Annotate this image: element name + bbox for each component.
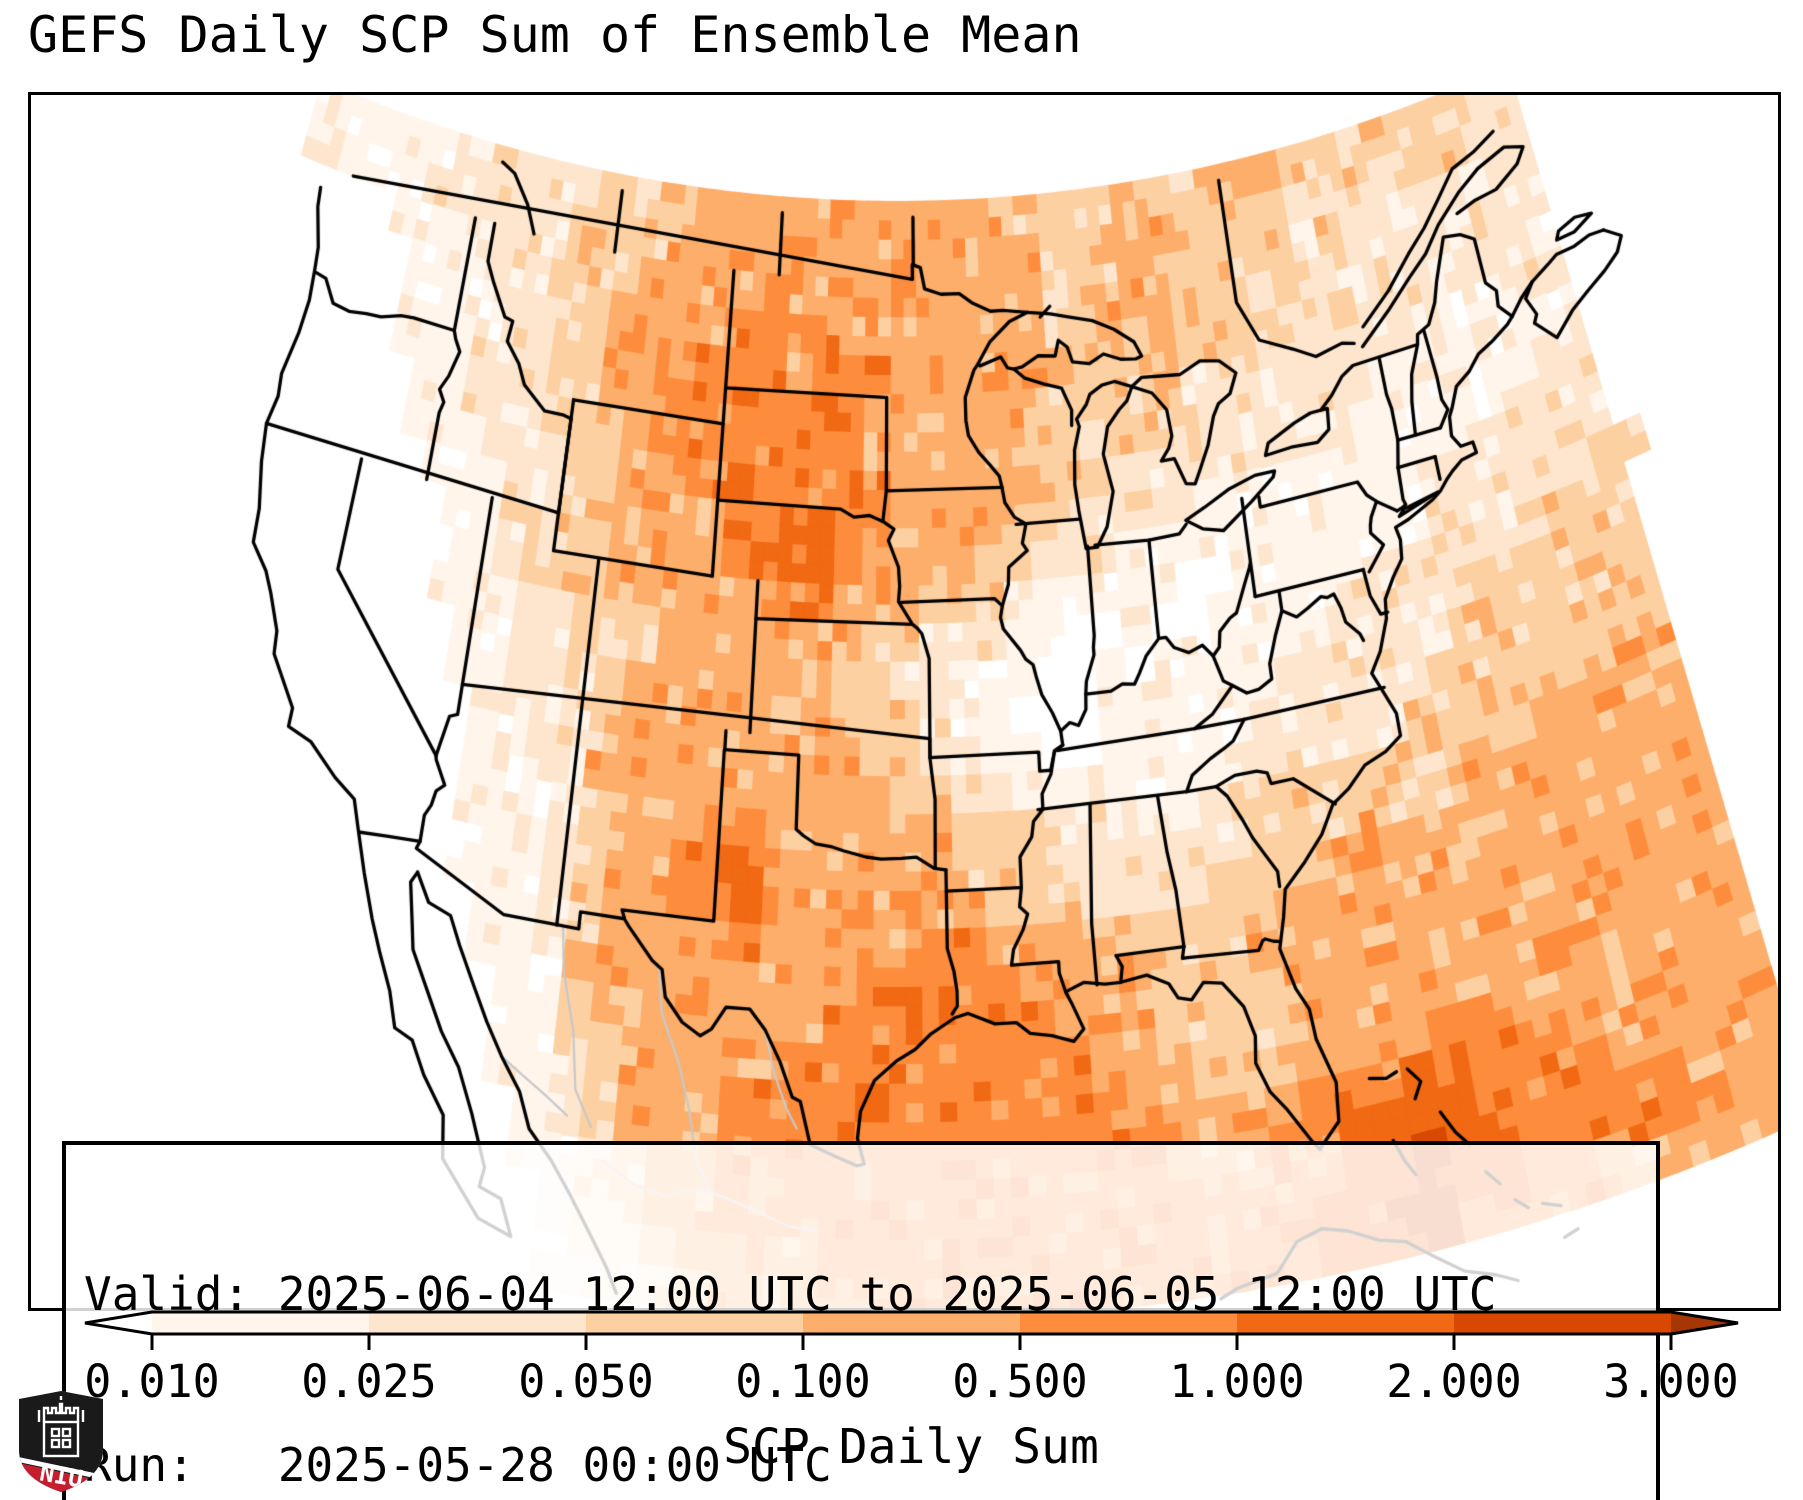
colorbar-segment bbox=[1020, 1312, 1237, 1334]
colorbar-over-arrow bbox=[1671, 1312, 1738, 1334]
colorbar-tick-label: 0.100 bbox=[735, 1355, 871, 1408]
colorbar-segment bbox=[152, 1312, 369, 1334]
colorbar-tick-label: 1.000 bbox=[1169, 1355, 1305, 1408]
colorbar-tick-label: 0.025 bbox=[301, 1355, 437, 1408]
colorbar-segment bbox=[586, 1312, 803, 1334]
colorbar-segment bbox=[369, 1312, 586, 1334]
colorbar-tick-label: 0.500 bbox=[952, 1355, 1088, 1408]
colorbar-segment bbox=[1237, 1312, 1454, 1334]
shield-divider-stripe bbox=[19, 1456, 103, 1481]
niu-logo: NIU bbox=[19, 1391, 103, 1492]
colorbar-tick-label: 2.000 bbox=[1386, 1355, 1522, 1408]
colorbar-under-arrow bbox=[85, 1312, 152, 1334]
colorbar bbox=[84, 1310, 1739, 1350]
colorbar-tick-label: 0.050 bbox=[518, 1355, 654, 1408]
colorbar-segment bbox=[803, 1312, 1020, 1334]
run-time-text: Run: 2025-05-28 00:00 UTC bbox=[84, 1438, 832, 1492]
colorbar-segment bbox=[1454, 1312, 1671, 1334]
map-frame: Valid: 2025-06-04 12:00 UTC to 2025-06-0… bbox=[28, 92, 1781, 1500]
colorbar-tick-label: 0.010 bbox=[84, 1355, 220, 1408]
colorbar-tick-label: 3.000 bbox=[1603, 1355, 1739, 1408]
colorbar-axis-label: SCP Daily Sum bbox=[723, 1419, 1099, 1475]
us-scp-heatmap-map bbox=[31, 95, 1778, 1308]
castle-icon bbox=[37, 1396, 85, 1458]
page-title: GEFS Daily SCP Sum of Ensemble Mean bbox=[28, 6, 1082, 64]
